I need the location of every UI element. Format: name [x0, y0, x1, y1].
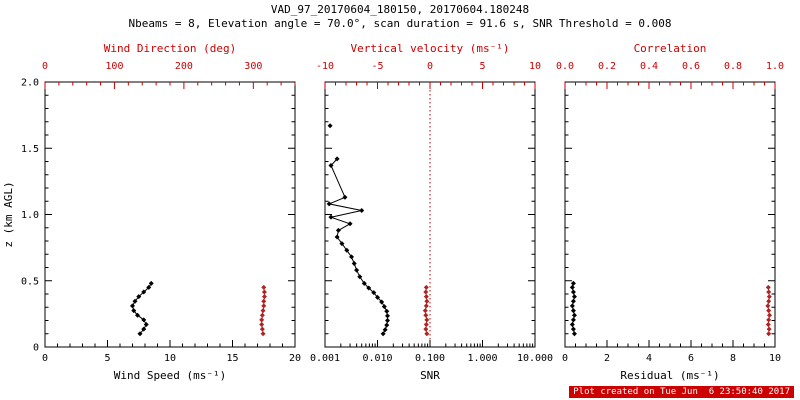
svg-text:Correlation: Correlation [634, 42, 707, 55]
svg-text:2: 2 [604, 353, 610, 364]
svg-text:20: 20 [289, 353, 301, 364]
svg-text:5: 5 [104, 353, 110, 364]
svg-text:0.010: 0.010 [362, 353, 392, 364]
creation-timestamp: Plot created on Tue Jun 6 23:50:40 2017 [569, 386, 794, 398]
svg-text:6: 6 [688, 353, 694, 364]
svg-text:5: 5 [479, 61, 485, 72]
svg-text:0: 0 [562, 353, 568, 364]
svg-text:-10: -10 [316, 61, 334, 72]
svg-text:1.0: 1.0 [21, 210, 39, 221]
svg-text:10: 10 [529, 61, 541, 72]
svg-text:0: 0 [33, 343, 39, 354]
svg-text:8: 8 [730, 353, 736, 364]
svg-text:z (km AGL): z (km AGL) [2, 181, 15, 247]
plot-title: VAD_97_20170604_180150, 20170604.180248 [270, 3, 530, 16]
svg-text:-5: -5 [371, 61, 383, 72]
svg-text:4: 4 [646, 353, 652, 364]
svg-text:10: 10 [164, 353, 176, 364]
svg-text:0.100: 0.100 [415, 353, 445, 364]
svg-text:Wind Direction (deg): Wind Direction (deg) [104, 42, 236, 55]
svg-text:10.000: 10.000 [517, 353, 553, 364]
svg-text:200: 200 [175, 61, 193, 72]
svg-text:Vertical velocity (ms⁻¹): Vertical velocity (ms⁻¹) [351, 42, 510, 55]
svg-text:0: 0 [42, 61, 48, 72]
svg-text:0.6: 0.6 [682, 61, 700, 72]
svg-text:0.8: 0.8 [724, 61, 742, 72]
svg-text:Residual (ms⁻¹): Residual (ms⁻¹) [620, 369, 719, 382]
svg-text:0: 0 [427, 61, 433, 72]
svg-text:100: 100 [105, 61, 123, 72]
svg-text:300: 300 [244, 61, 262, 72]
svg-text:1.0: 1.0 [766, 61, 784, 72]
svg-text:15: 15 [226, 353, 238, 364]
svg-text:0.4: 0.4 [640, 61, 658, 72]
svg-text:0.0: 0.0 [556, 61, 574, 72]
svg-text:1.5: 1.5 [21, 144, 39, 155]
svg-text:10: 10 [769, 353, 781, 364]
svg-text:1.000: 1.000 [467, 353, 497, 364]
svg-text:Wind Speed (ms⁻¹): Wind Speed (ms⁻¹) [114, 369, 227, 382]
svg-text:0: 0 [42, 353, 48, 364]
plot-subtitle: Nbeams = 8, Elevation angle = 70.0°, sca… [128, 17, 672, 30]
svg-text:SNR: SNR [420, 369, 440, 382]
svg-text:0.001: 0.001 [310, 353, 340, 364]
svg-text:2.0: 2.0 [21, 78, 39, 89]
svg-text:0.5: 0.5 [21, 276, 39, 287]
svg-text:0.2: 0.2 [598, 61, 616, 72]
